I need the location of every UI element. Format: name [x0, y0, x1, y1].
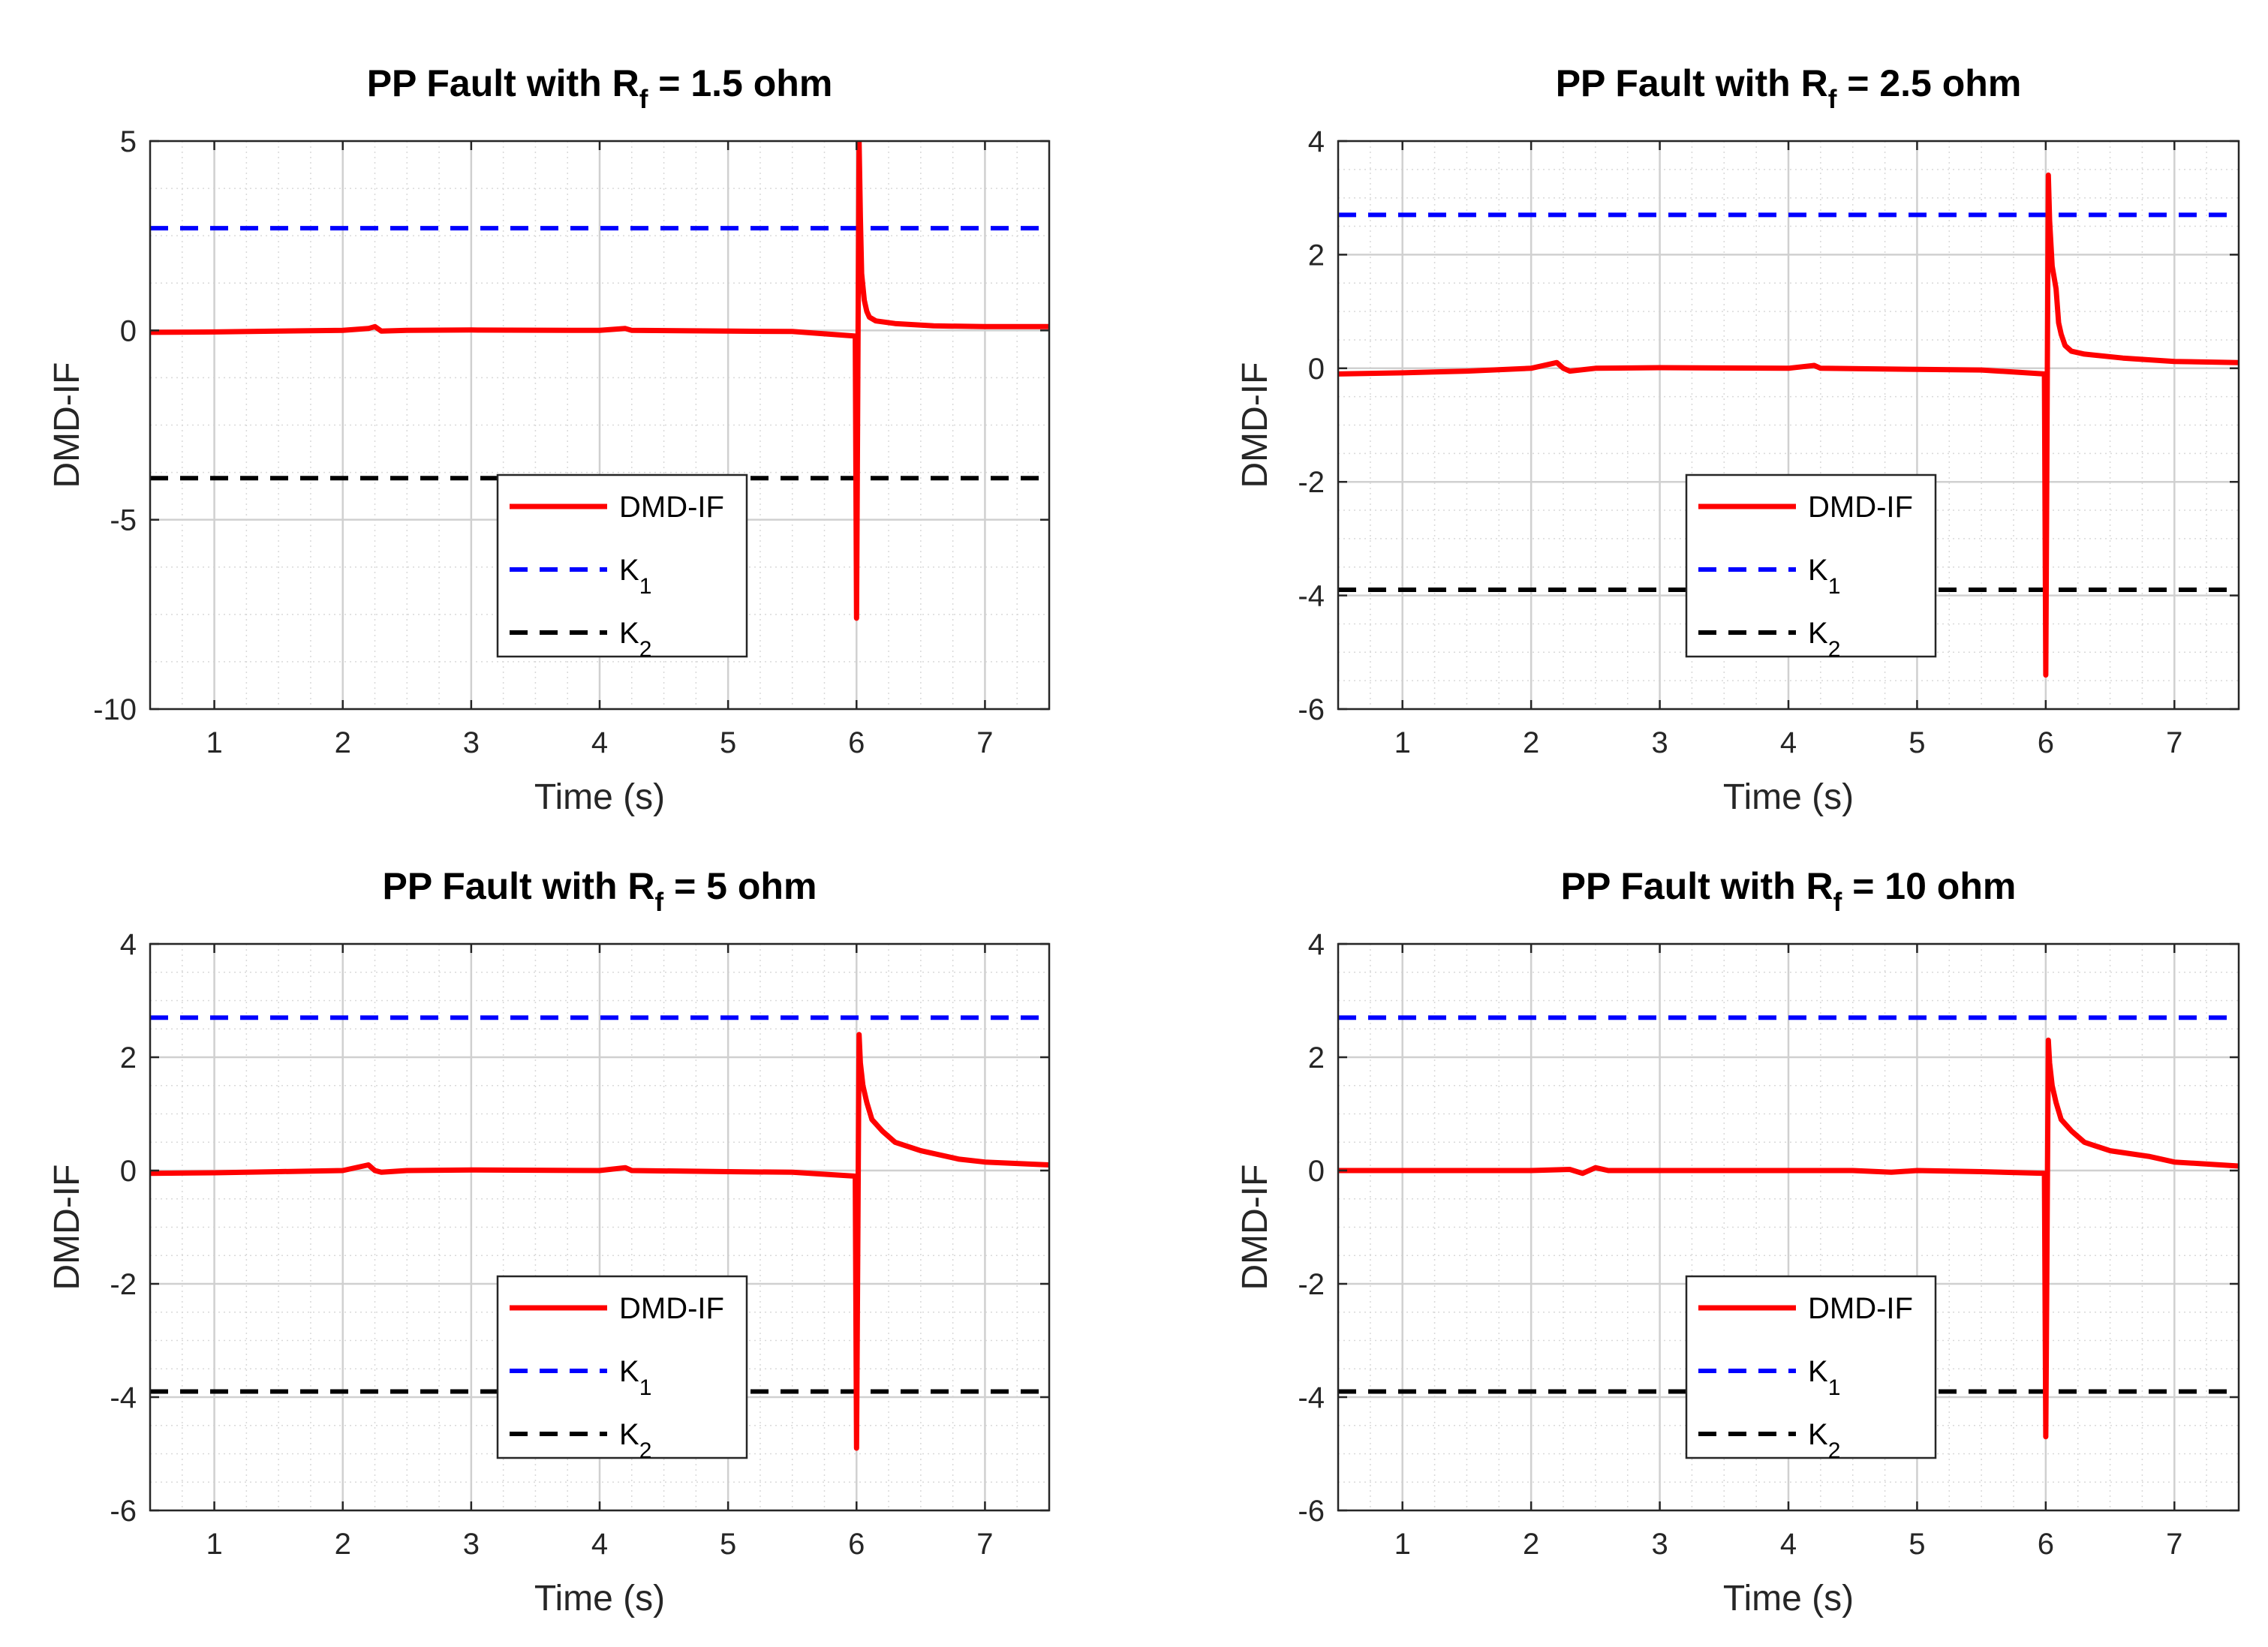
- x-tick-label: 5: [1909, 1528, 1925, 1561]
- y-tick-label: 0: [1308, 353, 1325, 386]
- x-tick-label: 5: [720, 726, 736, 759]
- legend-label: K1: [619, 1355, 651, 1400]
- tick-marks: [1338, 140, 2239, 711]
- x-tick-label: 6: [2038, 1528, 2054, 1561]
- y-tick-label: 2: [1308, 1041, 1325, 1074]
- y-tick-label: 0: [120, 314, 137, 347]
- tick-marks: [1338, 942, 2239, 1512]
- x-tick-label: 1: [1394, 726, 1411, 759]
- x-tick-label: 7: [2166, 726, 2182, 759]
- x-tick-label: 5: [720, 1528, 736, 1561]
- x-tick-label: 6: [848, 726, 865, 759]
- series-line-dmd-if: [1338, 1037, 2239, 1440]
- series-line-dmd-if: [150, 1032, 1049, 1451]
- y-tick-label: -4: [1298, 1381, 1325, 1414]
- tick-marks: [150, 140, 1049, 711]
- x-tick-label: 4: [591, 726, 608, 759]
- legend-label: K1: [1808, 554, 1840, 599]
- x-tick-label: 1: [206, 1528, 222, 1561]
- y-tick-label: -6: [1298, 693, 1325, 726]
- y-tick-label: 2: [120, 1041, 137, 1074]
- x-tick-label: 1: [206, 726, 222, 759]
- chart-title: PP Fault with Rf = 5 ohm: [383, 865, 817, 917]
- y-axis-label: DMD-IF: [1235, 1165, 1275, 1291]
- legend-label: DMD-IF: [1808, 491, 1913, 524]
- y-tick-label: 2: [1308, 239, 1325, 272]
- legend-label: K1: [619, 554, 651, 599]
- y-tick-label: 0: [1308, 1155, 1325, 1188]
- legend-label: DMD-IF: [619, 1292, 724, 1325]
- x-axis-label: Time (s): [534, 777, 665, 817]
- legend: DMD-IF K1 K2: [1685, 473, 1937, 662]
- y-axis-label: DMD-IF: [47, 1165, 87, 1291]
- chart-panel-1: 1 2 3 4 5 6 7 -10 -5 0 5 Time (s) DMD-IF PP Fault wit…: [47, 62, 1051, 817]
- series-line-dmd-if: [1338, 172, 2239, 678]
- x-tick-label: 2: [1523, 726, 1539, 759]
- x-axis-label: Time (s): [1723, 1579, 1854, 1618]
- y-tick-label: -10: [93, 693, 137, 726]
- chart-title: PP Fault with Rf = 1.5 ohm: [367, 62, 833, 114]
- legend-label: K1: [1808, 1355, 1840, 1400]
- y-axis-label: DMD-IF: [1235, 362, 1275, 488]
- x-tick-label: 4: [591, 1528, 608, 1561]
- x-tick-label: 3: [463, 726, 480, 759]
- x-tick-label: 1: [1394, 1528, 1411, 1561]
- x-tick-label: 2: [335, 726, 351, 759]
- y-tick-label: -2: [110, 1268, 137, 1301]
- chart-panel-4: 1 2 3 4 5 6 7 -6 -4 -2 0 2 4 Time (s) DMD-IF PP Fault w…: [1235, 865, 2240, 1618]
- chart-panel-3: 1 2 3 4 5 6 7 -6 -4 -2 0 2 4 Time (s) DMD-IF PP Fault w…: [47, 865, 1051, 1618]
- x-tick-label: 4: [1780, 1528, 1797, 1561]
- y-tick-label: 5: [120, 125, 137, 158]
- legend-label: K2: [1808, 617, 1840, 662]
- x-axis-label: Time (s): [534, 1579, 665, 1618]
- y-tick-label: 4: [1308, 125, 1325, 158]
- y-tick-label: 4: [120, 928, 137, 961]
- chart-title: PP Fault with Rf = 10 ohm: [1561, 865, 2017, 917]
- legend-label: K2: [619, 617, 651, 662]
- x-tick-label: 7: [976, 726, 993, 759]
- x-tick-label: 2: [335, 1528, 351, 1561]
- chart-panel-2: 1 2 3 4 5 6 7 -6 -4 -2 0 2 4 Time (s) DMD-IF PP Fault w…: [1235, 62, 2240, 817]
- x-tick-label: 5: [1909, 726, 1925, 759]
- x-tick-label: 6: [848, 1528, 865, 1561]
- x-tick-label: 7: [2166, 1528, 2182, 1561]
- y-tick-label: -4: [1298, 580, 1325, 613]
- y-tick-label: -5: [110, 504, 137, 537]
- legend: DMD-IF K1 K2: [1685, 1275, 1937, 1463]
- x-tick-label: 6: [2038, 726, 2054, 759]
- y-tick-label: -6: [110, 1495, 137, 1528]
- y-tick-label: 4: [1308, 928, 1325, 961]
- legend-label: K2: [619, 1418, 651, 1463]
- legend: DMD-IF K1 K2: [496, 1275, 748, 1463]
- y-tick-label: 0: [120, 1155, 137, 1188]
- x-tick-label: 3: [1651, 1528, 1668, 1561]
- y-tick-label: -2: [1298, 466, 1325, 499]
- x-tick-label: 4: [1780, 726, 1797, 759]
- y-tick-label: -2: [1298, 1268, 1325, 1301]
- x-tick-label: 7: [976, 1528, 993, 1561]
- legend-label: K2: [1808, 1418, 1840, 1463]
- chart-title: PP Fault with Rf = 2.5 ohm: [1556, 62, 2022, 114]
- tick-marks: [150, 942, 1049, 1512]
- y-axis-label: DMD-IF: [47, 362, 87, 488]
- legend-label: DMD-IF: [1808, 1292, 1913, 1325]
- series-line-dmd-if: [150, 141, 1049, 621]
- y-tick-label: -6: [1298, 1495, 1325, 1528]
- y-tick-label: -4: [110, 1381, 137, 1414]
- x-axis-label: Time (s): [1723, 777, 1854, 817]
- x-tick-label: 2: [1523, 1528, 1539, 1561]
- x-tick-label: 3: [1651, 726, 1668, 759]
- legend: DMD-IF K1 K2: [496, 473, 748, 662]
- x-tick-label: 3: [463, 1528, 480, 1561]
- legend-label: DMD-IF: [619, 491, 724, 524]
